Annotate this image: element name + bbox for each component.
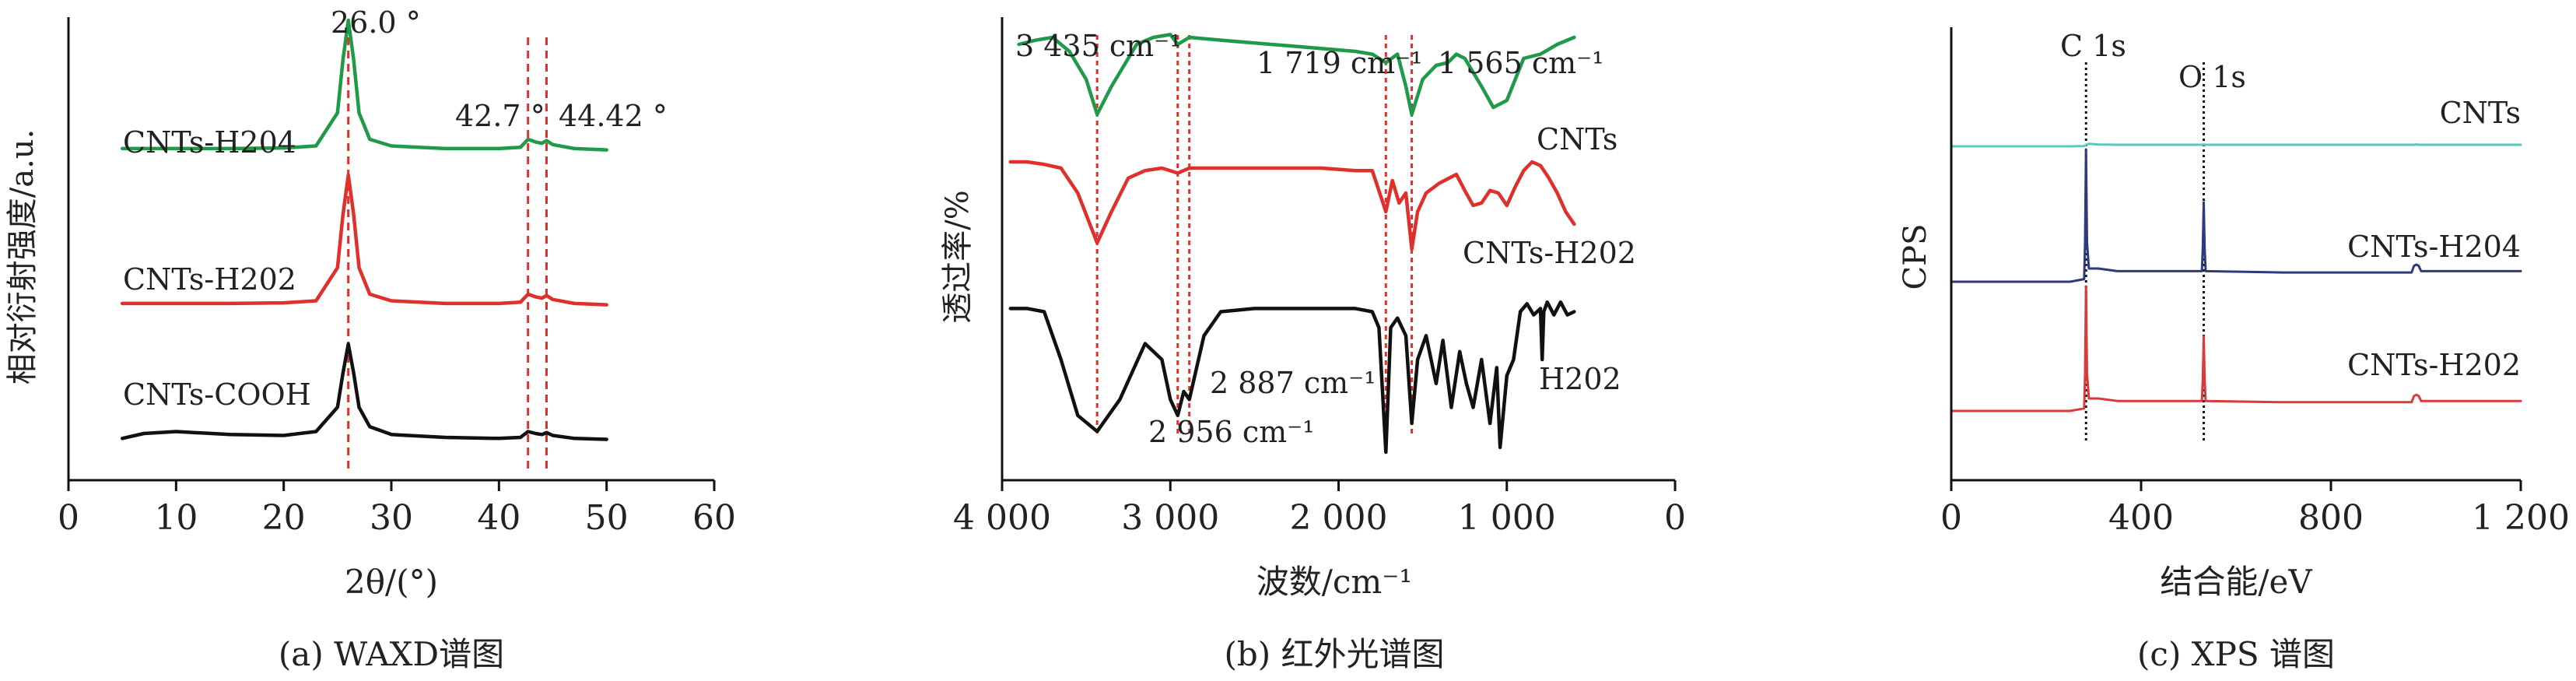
- panel-a-y-label: 相对衍射强度/a.u.: [5, 129, 40, 385]
- annotation-c1s: C 1s: [2060, 29, 2126, 63]
- panel-b-xticks: 4 000 3 000 2 000 1 000 0: [953, 480, 1686, 538]
- series-line-h202: [1008, 300, 1576, 455]
- x-tick-label-10: 10: [154, 498, 198, 538]
- series-line-cnts-cooh: [120, 342, 608, 441]
- series-line-cnts-h204: [1950, 148, 2522, 283]
- annotation-o1s: O 1s: [2178, 60, 2246, 94]
- series-line-cnts: [1017, 33, 1576, 117]
- x-tick-label-0: 0: [1940, 498, 1962, 538]
- x-tick-label-0: 0: [58, 498, 79, 538]
- panel-c-series-labels: CNTs CNTs-H204 CNTs-H202: [2347, 96, 2521, 382]
- panel-b-caption: (b) 红外光谱图: [1224, 635, 1444, 673]
- x-tick-label-800: 800: [2298, 498, 2364, 538]
- panel-c-reflines: [2084, 62, 2206, 442]
- panel-b-series-labels: CNTs CNTs-H202 H202: [1463, 122, 1636, 396]
- x-tick-label-50: 50: [585, 498, 629, 538]
- panel-a-series-labels: CNTs-H204 CNTs-H202 CNTs-COOH: [123, 125, 311, 412]
- x-tick-label-40: 40: [477, 498, 520, 538]
- panel-c-annotations: C 1s O 1s: [2060, 29, 2246, 94]
- panel-a-series: [120, 18, 608, 441]
- series-line-cnts-h202: [120, 173, 608, 307]
- panel-b-series: [1008, 33, 1576, 455]
- x-tick-label-400: 400: [2108, 498, 2174, 538]
- series-label-cnts-h204: CNTs-H204: [123, 125, 296, 160]
- annotation-3435: 3 435 cm⁻¹: [1015, 29, 1181, 63]
- x-tick-label-20: 20: [262, 498, 306, 538]
- annotation-1719: 1 719 cm⁻¹: [1256, 46, 1422, 80]
- x-tick-label-4000: 4 000: [953, 498, 1051, 538]
- panel-c-series: [1950, 142, 2522, 412]
- annotation-2956: 2 956 cm⁻¹: [1148, 415, 1314, 449]
- series-line-cnts-h204: [120, 18, 608, 152]
- panel-c-xps: 0 400 800 1 200 CNTs CNTs-H204 CNTs-H202 C …: [1898, 27, 2570, 673]
- panel-a-xticks: 0 10 20 30 40 50 60: [58, 480, 736, 538]
- panel-c-xticks: 0 400 800 1 200: [1940, 480, 2570, 538]
- series-label-cnts-h202-xps: CNTs-H202: [2347, 348, 2521, 382]
- annotation-peak-26: 26.0 °: [331, 5, 421, 40]
- panel-b-y-label: 透过率/%: [940, 190, 976, 323]
- series-label-cnts-cooh: CNTs-COOH: [123, 377, 311, 412]
- annotation-1565: 1 565 cm⁻¹: [1438, 46, 1603, 80]
- series-label-cnts-h202-ftir: CNTs-H202: [1463, 236, 1636, 270]
- series-label-cnts-xps: CNTs: [2440, 96, 2521, 130]
- panel-b-x-label: 波数/cm⁻¹: [1256, 563, 1413, 601]
- annotation-peak-42-7: 42.7 °: [455, 99, 545, 133]
- panel-a-annotations: 26.0 ° 42.7 ° 44.42 °: [331, 5, 668, 133]
- panel-b-annotations: 3 435 cm⁻¹ 1 719 cm⁻¹ 1 565 cm⁻¹ 2 887 c…: [1015, 29, 1603, 449]
- panel-c-x-label: 结合能/eV: [2160, 563, 2312, 601]
- annotation-peak-44-42: 44.42 °: [559, 99, 668, 133]
- series-label-cnts-h204-xps: CNTs-H204: [2347, 230, 2521, 264]
- x-tick-label-60: 60: [692, 498, 736, 538]
- x-tick-label-1000: 1 000: [1458, 498, 1556, 538]
- panel-a-waxd: 0 10 20 30 40 50 60 CNTs-H204 CNTs-H202 CNTs-C…: [5, 5, 736, 673]
- series-line-cnts: [1950, 142, 2522, 148]
- panel-a-reflines: [347, 37, 548, 471]
- series-label-cnts-h202: CNTs-H202: [123, 262, 296, 297]
- series-label-cnts: CNTs: [1537, 122, 1617, 156]
- x-tick-label-3000: 3 000: [1121, 498, 1219, 538]
- panel-b-ftir: 4 000 3 000 2 000 1 000 0 CNTs CNTs-H202 H20…: [940, 17, 1686, 673]
- series-line-cnts-h202: [1950, 285, 2522, 412]
- series-label-h202: H202: [1539, 362, 1621, 396]
- panel-a-caption: (a) WAXD谱图: [279, 635, 504, 673]
- x-tick-label-0: 0: [1664, 498, 1686, 538]
- panel-a-x-label: 2θ/(°): [345, 563, 438, 601]
- x-tick-label-2000: 2 000: [1290, 498, 1388, 538]
- panel-c-y-label: CPS: [1898, 224, 1933, 290]
- annotation-2887: 2 887 cm⁻¹: [1210, 366, 1376, 400]
- series-line-cnts-h202: [1008, 160, 1576, 251]
- x-tick-label-1200: 1 200: [2472, 498, 2570, 538]
- x-tick-label-30: 30: [370, 498, 413, 538]
- panel-c-caption: (c) XPS 谱图: [2137, 635, 2335, 673]
